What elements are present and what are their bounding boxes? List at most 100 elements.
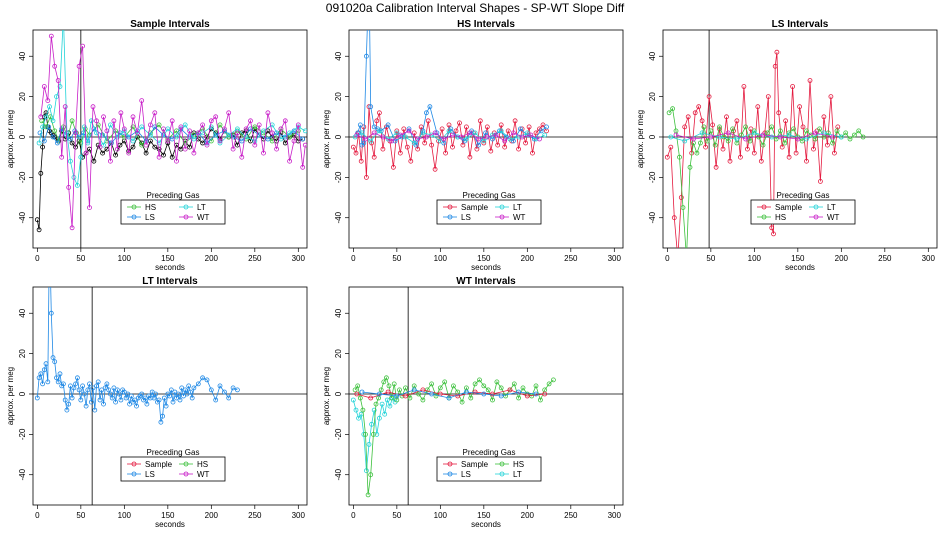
- data-point-lt: [368, 138, 374, 144]
- data-point-sample: [832, 150, 837, 156]
- data-point-lt: [363, 468, 369, 474]
- data-point-black: [143, 150, 149, 156]
- data-point-wt: [511, 130, 516, 136]
- data-point-ls: [234, 387, 240, 393]
- data-point-ls: [179, 385, 185, 391]
- data-point-ls: [99, 387, 105, 393]
- data-point-sample: [745, 146, 750, 152]
- data-point-sample: [354, 391, 360, 397]
- data-point-wt: [38, 114, 44, 120]
- series-line-ls: [36, 287, 238, 423]
- y-tick-label: -40: [18, 468, 27, 480]
- data-point-lt: [374, 431, 380, 437]
- data-point-wt: [134, 130, 140, 136]
- data-point-ls: [538, 128, 544, 134]
- data-point-ls: [52, 359, 58, 365]
- data-point-sample: [692, 110, 698, 116]
- data-point-hs: [856, 128, 862, 134]
- chart-panel-3: LS Intervals 0 50 100 150 200 250 300 -40 -20 0 20 4…: [636, 19, 938, 272]
- x-tick-label: 150: [161, 254, 175, 263]
- plot-area: [349, 30, 623, 180]
- data-point-sample: [439, 126, 445, 132]
- x-tick-label: 100: [118, 254, 132, 263]
- data-point-lt: [403, 134, 408, 140]
- plot-area: [349, 287, 623, 505]
- legend-swatch-point: [131, 204, 137, 210]
- data-point-ls: [182, 387, 188, 393]
- data-point-lt: [208, 124, 214, 130]
- data-point-ls: [62, 397, 68, 403]
- data-point-hs: [442, 379, 448, 385]
- data-point-ls: [92, 407, 98, 413]
- data-point-ls: [43, 361, 49, 367]
- data-point-sample: [512, 118, 518, 124]
- data-point-wt: [528, 132, 534, 138]
- data-point-ls: [55, 140, 60, 146]
- data-point-wt: [458, 134, 464, 140]
- data-point-ls: [36, 375, 42, 381]
- legend-entry-sample: Sample: [145, 460, 173, 469]
- series-wt: [673, 130, 835, 142]
- data-point-hs: [437, 385, 443, 391]
- data-point-lt: [68, 158, 73, 164]
- data-point-sample: [710, 122, 715, 128]
- series-line-wt: [40, 36, 306, 228]
- data-point-ls: [518, 126, 523, 132]
- data-point-ls: [97, 397, 103, 403]
- legend-swatch-point: [183, 461, 189, 467]
- data-point-hs: [381, 379, 387, 385]
- data-point-wt: [291, 138, 297, 144]
- data-point-hs: [95, 122, 101, 128]
- data-point-lt: [838, 134, 844, 140]
- data-point-wt: [432, 130, 438, 136]
- data-point-ls: [71, 385, 77, 391]
- data-point-ls: [170, 399, 176, 405]
- data-point-ls: [184, 391, 190, 397]
- data-point-wt: [139, 98, 145, 103]
- series-line-ls: [361, 389, 537, 399]
- legend-swatch-point: [183, 214, 189, 220]
- data-point-ls: [75, 375, 80, 381]
- data-point-lt: [359, 130, 365, 136]
- chart-panel-5: WT Intervals 0 50 100 150 200 250 300 -40 -20 0 20 4…: [322, 276, 624, 529]
- data-point-ls: [168, 387, 174, 393]
- data-point-ls: [376, 391, 382, 397]
- y-tick-label: -20: [334, 428, 343, 440]
- x-tick-label: 150: [161, 511, 175, 520]
- legend-entry-lt: LT: [513, 470, 522, 479]
- x-tick-label: 0: [35, 511, 40, 520]
- data-point-lt: [463, 136, 469, 142]
- x-tick-label: 0: [35, 254, 40, 263]
- legend-entry-ls: LS: [461, 470, 471, 479]
- data-point-ls: [226, 395, 232, 401]
- data-point-wt: [101, 114, 106, 120]
- panel-title: Sample Intervals: [130, 19, 210, 30]
- data-point-hs: [701, 124, 707, 130]
- legend-entry-hs: HS: [197, 460, 208, 469]
- x-tick-label: 0: [351, 511, 356, 520]
- data-point-hs: [174, 128, 179, 134]
- data-point-wt: [269, 130, 275, 136]
- data-point-sample: [446, 122, 452, 128]
- data-point-wt: [217, 138, 223, 144]
- data-point-ls: [66, 401, 72, 407]
- data-point-hs: [498, 385, 504, 391]
- data-point-ls: [357, 122, 363, 128]
- series-sample: [354, 387, 548, 401]
- data-point-ls: [217, 383, 223, 389]
- panel-title: LS Intervals: [772, 19, 829, 30]
- series-line-lt: [352, 397, 396, 471]
- data-point-lt: [50, 118, 56, 124]
- data-point-lt: [524, 130, 530, 136]
- data-point-sample: [404, 144, 410, 150]
- data-point-sample: [474, 146, 480, 152]
- x-tick-label: 0: [665, 254, 670, 263]
- data-point-wt: [484, 134, 490, 140]
- data-point-sample: [498, 122, 504, 128]
- data-point-wt: [354, 132, 360, 138]
- data-point-wt: [115, 146, 120, 152]
- data-point-ls: [427, 104, 433, 110]
- data-point-hs: [730, 126, 735, 132]
- legend-swatch-point: [761, 204, 767, 210]
- data-point-ls: [394, 393, 400, 399]
